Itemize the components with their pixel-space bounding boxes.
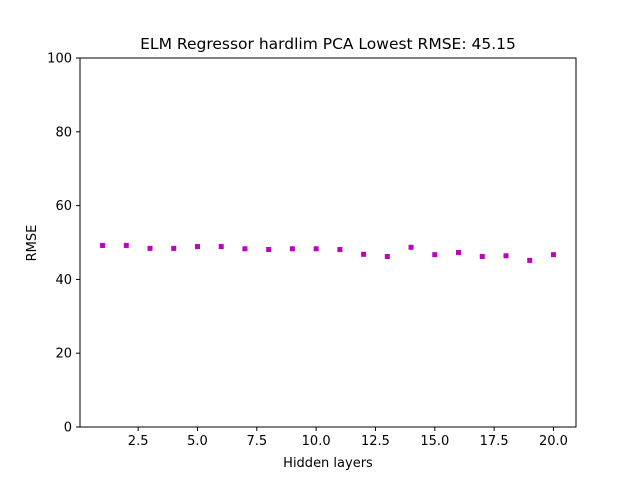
x-tick-label: 15.0: [420, 434, 449, 449]
data-point: [313, 246, 319, 252]
y-tick-label: 0: [64, 421, 72, 436]
y-tick-label: 20: [55, 347, 72, 362]
data-point: [456, 249, 462, 255]
data-point: [550, 252, 556, 258]
x-tick-label: 7.5: [246, 434, 267, 449]
chart-title: ELM Regressor hardlim PCA Lowest RMSE: 4…: [140, 35, 516, 53]
x-tick-label: 17.5: [480, 434, 509, 449]
data-point: [266, 247, 272, 253]
x-tick-label: 20.0: [539, 434, 568, 449]
x-tick-label: 10.0: [302, 434, 331, 449]
x-tick-label: 5.0: [187, 434, 208, 449]
data-point: [147, 245, 153, 251]
data-point: [123, 242, 129, 248]
data-point: [337, 247, 343, 253]
y-tick-label: 80: [55, 125, 72, 140]
y-axis-ticks: 0 20 40 60 80 100: [47, 52, 80, 436]
data-point: [171, 245, 177, 251]
y-tick-label: 40: [55, 273, 72, 288]
x-tick-label: 2.5: [128, 434, 149, 449]
x-axis-ticks: 2.5 5.0 7.5 10.0 12.5 15.0 17.5 20.0: [128, 427, 568, 449]
data-point: [384, 254, 390, 260]
y-tick-label: 100: [47, 52, 72, 67]
data-point: [100, 242, 106, 248]
data-point: [242, 246, 248, 252]
y-tick-label: 60: [55, 199, 72, 214]
data-point: [479, 254, 485, 260]
data-point: [289, 246, 295, 252]
x-axis-label: Hidden layers: [283, 456, 373, 471]
plot-frame: [79, 57, 577, 428]
data-point: [503, 253, 509, 259]
data-point: [408, 244, 414, 250]
y-axis-label: RMSE: [25, 225, 40, 262]
data-point: [432, 252, 438, 258]
data-point: [527, 257, 533, 263]
data-point: [194, 244, 200, 250]
data-points: [100, 242, 556, 263]
data-point: [218, 244, 224, 250]
x-tick-label: 12.5: [361, 434, 390, 449]
data-point: [361, 251, 367, 257]
